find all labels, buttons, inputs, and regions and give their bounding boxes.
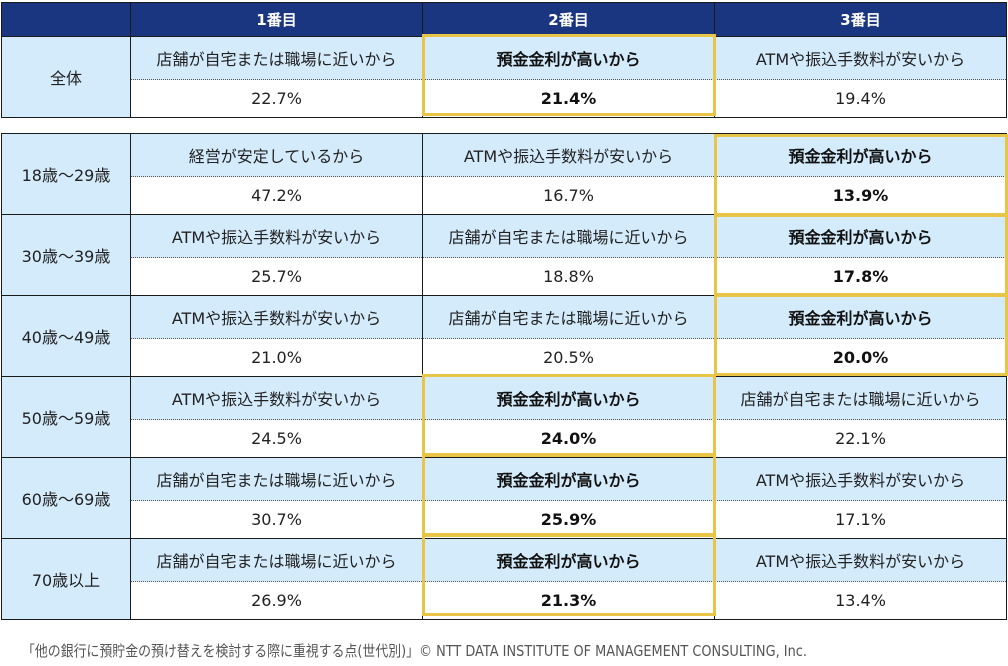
row-label-age-group: 40歳～49歳 (1, 295, 131, 377)
reason-cell-highlighted: 預金金利が高いから (422, 538, 715, 582)
reason-cell: 店舗が自宅または職場に近いから (422, 214, 715, 258)
header-rank-3: 3番目 (714, 2, 1007, 37)
value-cell: 20.5% (422, 338, 715, 377)
age-group-table: 18歳～29歳 経営が安定しているから ATMや振込手数料が安いから 預金金利が高いか… (1, 133, 1007, 620)
overall-table: 1番目 2番目 3番目 全体 店舗が自宅または職場に近いから 預金金利が高いから… (1, 2, 1007, 118)
value-cell: 47.2% (130, 176, 423, 215)
value-cell-highlighted: 17.8% (714, 257, 1007, 296)
row-label-age-group: 70歳以上 (1, 538, 131, 620)
value-cell-highlighted: 24.0% (422, 419, 715, 458)
age-group-reason-row: 50歳～59歳 ATMや振込手数料が安いから 預金金利が高いから 店舗が自宅または職場… (1, 376, 1007, 458)
reason-cell: ATMや振込手数料が安いから (714, 538, 1007, 582)
reason-cell-highlighted: 預金金利が高いから (422, 457, 715, 501)
age-group-reason-row: 70歳以上 店舗が自宅または職場に近いから 預金金利が高いから ATMや振込手数料が安… (1, 538, 1007, 620)
value-cell-highlighted: 25.9% (422, 500, 715, 539)
value-cell: 18.8% (422, 257, 715, 296)
reason-cell: 店舗が自宅または職場に近いから (130, 457, 423, 501)
reason-cell: ATMや振込手数料が安いから (130, 376, 423, 420)
reason-cell: ATMや振込手数料が安いから (422, 133, 715, 177)
reason-cell: 店舗が自宅または職場に近いから (130, 538, 423, 582)
value-cell: 21.0% (130, 338, 423, 377)
age-group-value-row: 21.0% 20.5% 20.0% (2, 338, 1007, 377)
reason-cell: 店舗が自宅または職場に近いから (130, 36, 423, 80)
reason-cell: ATMや振込手数料が安いから (130, 295, 423, 339)
reason-cell-highlighted: 預金金利が高いから (422, 36, 715, 80)
value-cell: 24.5% (130, 419, 423, 458)
source-caption: 「他の銀行に預貯金の預け替えを検討する際に重視する点(世代別)」© NTT DA… (22, 642, 807, 660)
value-cell: 25.7% (130, 257, 423, 296)
reason-cell: 店舗が自宅または職場に近いから (422, 295, 715, 339)
age-group-value-row: 47.2% 16.7% 13.9% (2, 176, 1007, 215)
reason-cell-highlighted: 預金金利が高いから (714, 133, 1007, 177)
value-cell: 17.1% (714, 500, 1007, 539)
value-cell-highlighted: 21.3% (422, 581, 715, 620)
age-group-reason-row: 40歳～49歳 ATMや振込手数料が安いから 店舗が自宅または職場に近いから 預金金利… (1, 295, 1007, 377)
age-group-value-row: 30.7% 25.9% 17.1% (2, 500, 1007, 539)
value-cell-highlighted: 21.4% (422, 79, 715, 118)
reason-cell: ATMや振込手数料が安いから (714, 457, 1007, 501)
age-group-reason-row: 30歳～39歳 ATMや振込手数料が安いから 店舗が自宅または職場に近いから 預金金利… (1, 214, 1007, 296)
reason-cell-highlighted: 預金金利が高いから (714, 295, 1007, 339)
header-rank-2: 2番目 (422, 2, 715, 37)
value-cell: 26.9% (130, 581, 423, 620)
header-rank-1: 1番目 (130, 2, 423, 37)
header-corner (1, 2, 131, 37)
overall-value-row: 22.7% 21.4% 19.4% (2, 79, 1007, 118)
reason-cell-highlighted: 預金金利が高いから (422, 376, 715, 420)
header-row: 1番目 2番目 3番目 (1, 2, 1007, 37)
row-label-age-group: 60歳～69歳 (1, 457, 131, 539)
overall-reason-row: 全体 店舗が自宅または職場に近いから 預金金利が高いから ATMや振込手数料が安… (1, 36, 1007, 118)
row-label-age-group: 50歳～59歳 (1, 376, 131, 458)
row-label-overall: 全体 (1, 36, 131, 118)
reason-cell: ATMや振込手数料が安いから (130, 214, 423, 258)
row-label-age-group: 30歳～39歳 (1, 214, 131, 296)
age-group-value-row: 25.7% 18.8% 17.8% (2, 257, 1007, 296)
reason-cell: 店舗が自宅または職場に近いから (714, 376, 1007, 420)
value-cell-highlighted: 20.0% (714, 338, 1007, 377)
reason-cell: 経営が安定しているから (130, 133, 423, 177)
age-group-reason-row: 18歳～29歳 経営が安定しているから ATMや振込手数料が安いから 預金金利が高いか… (1, 133, 1007, 215)
value-cell: 19.4% (714, 79, 1007, 118)
value-cell: 22.1% (714, 419, 1007, 458)
value-cell: 13.4% (714, 581, 1007, 620)
age-group-value-row: 26.9% 21.3% 13.4% (2, 581, 1007, 620)
row-label-age-group: 18歳～29歳 (1, 133, 131, 215)
value-cell: 16.7% (422, 176, 715, 215)
value-cell-highlighted: 13.9% (714, 176, 1007, 215)
value-cell: 30.7% (130, 500, 423, 539)
reason-cell: ATMや振込手数料が安いから (714, 36, 1007, 80)
reason-cell-highlighted: 預金金利が高いから (714, 214, 1007, 258)
age-group-reason-row: 60歳～69歳 店舗が自宅または職場に近いから 預金金利が高いから ATMや振込手数料… (1, 457, 1007, 539)
value-cell: 22.7% (130, 79, 423, 118)
age-group-value-row: 24.5% 24.0% 22.1% (2, 419, 1007, 458)
